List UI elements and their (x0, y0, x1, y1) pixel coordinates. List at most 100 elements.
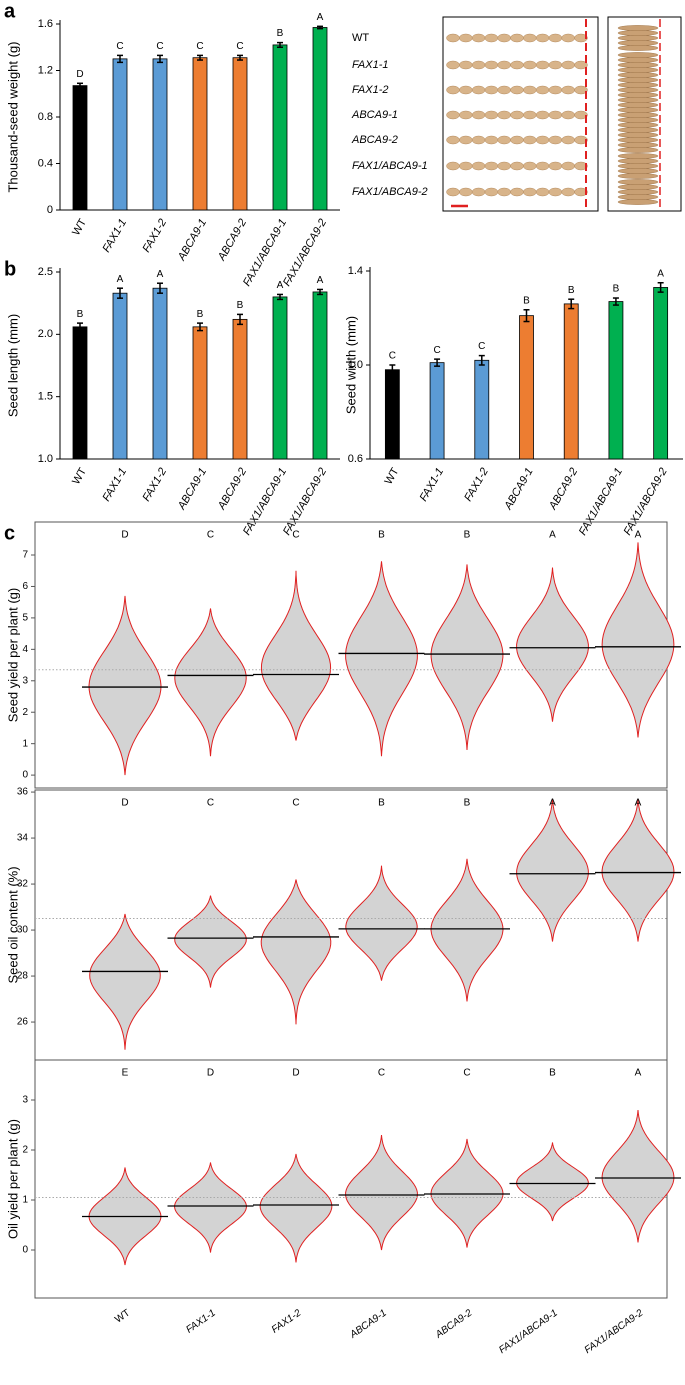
letter: C (207, 798, 214, 809)
seed (535, 85, 550, 95)
seed (548, 60, 563, 70)
seed (617, 189, 659, 195)
seed (561, 110, 575, 120)
photo-label: FAX1/ABCA9-1 (352, 160, 428, 172)
letter: A (635, 1068, 642, 1079)
x-tick-label: ABCA9-1 (175, 217, 209, 264)
letter: B (197, 309, 204, 320)
bar (608, 301, 624, 460)
y-axis-title: Seed length (mm) (5, 314, 20, 417)
letter: C (156, 41, 163, 52)
seed (471, 187, 486, 197)
letter: A (117, 274, 124, 285)
letter: B (523, 295, 530, 306)
x-tick-label: FAX1/ABCA9-2 (583, 1307, 646, 1356)
seed (484, 187, 499, 197)
bar (232, 57, 248, 211)
bar (152, 287, 168, 460)
letter: A (635, 530, 642, 541)
letter: C (116, 41, 123, 52)
violin (516, 798, 589, 942)
letter: B (277, 28, 284, 39)
seed (561, 187, 575, 197)
x-tick-label: WT (113, 1308, 132, 1326)
seed (617, 52, 659, 58)
y-tick-label: 30 (17, 925, 29, 936)
x-tick-label: FAX1-2 (140, 217, 169, 255)
seed (617, 122, 659, 128)
letter: D (76, 69, 83, 80)
seed (497, 161, 511, 171)
seed (617, 179, 659, 185)
y-tick-label: 1.4 (348, 265, 363, 277)
y-tick-label: 36 (17, 787, 29, 798)
y-tick-label: 1.0 (38, 453, 53, 465)
seed (617, 40, 659, 46)
violin (174, 1162, 247, 1253)
x-tick-label: ABCA9-2 (215, 466, 249, 513)
seed (548, 187, 563, 197)
seed (617, 127, 659, 133)
seed (617, 199, 659, 205)
seed (617, 25, 659, 31)
seed (446, 187, 460, 197)
bar (312, 27, 328, 211)
seed (574, 161, 588, 171)
bar (653, 287, 669, 460)
seed (617, 158, 659, 164)
photo-label: FAX1-2 (352, 84, 388, 96)
seed (459, 187, 473, 197)
seed (574, 110, 588, 120)
violin (260, 570, 332, 741)
seed (617, 30, 659, 36)
seed (561, 85, 575, 95)
seed (617, 137, 659, 143)
seed (617, 173, 659, 179)
seed (535, 187, 550, 197)
seed (446, 135, 460, 145)
seed (497, 135, 511, 145)
x-tick-label: FAX1-1 (184, 1308, 217, 1336)
seed (523, 187, 537, 197)
letter: A (635, 798, 642, 809)
letter: B (378, 530, 385, 541)
x-tick-label: WT (70, 217, 89, 238)
letter: C (433, 345, 440, 356)
bar (272, 44, 288, 211)
seed (446, 161, 460, 171)
seed (484, 135, 499, 145)
seed (548, 85, 563, 95)
y-tick-label: 26 (17, 1017, 29, 1028)
photo-label: FAX1/ABCA9-2 (352, 186, 428, 198)
letter: A (657, 268, 664, 279)
y-tick-label: 34 (17, 833, 29, 844)
seed (535, 60, 550, 70)
y-axis-title: Seed width (mm) (343, 316, 358, 414)
violin (516, 567, 589, 722)
seed (446, 33, 460, 43)
x-tick-label: FAX1-1 (100, 217, 129, 255)
letter: C (292, 798, 299, 809)
seed (484, 33, 499, 43)
seed (548, 110, 563, 120)
y-tick-label: 1.5 (38, 391, 53, 403)
letter: A (317, 275, 324, 286)
seed (446, 110, 460, 120)
y-tick-label: 1 (22, 1195, 28, 1206)
seed (617, 117, 659, 123)
seed (548, 33, 563, 43)
seed (510, 85, 524, 95)
violin (345, 561, 418, 757)
panel-label: b (4, 258, 16, 280)
y-tick-label: 6 (22, 581, 28, 592)
seed (484, 110, 499, 120)
seed (471, 85, 486, 95)
seed (574, 135, 588, 145)
seed (535, 110, 550, 120)
seed (617, 147, 659, 153)
x-tick-label: FAX1/ABCA9-2 (622, 466, 670, 537)
bar (474, 359, 490, 460)
letter: C (196, 41, 203, 52)
bar (384, 369, 400, 460)
seed (471, 60, 486, 70)
